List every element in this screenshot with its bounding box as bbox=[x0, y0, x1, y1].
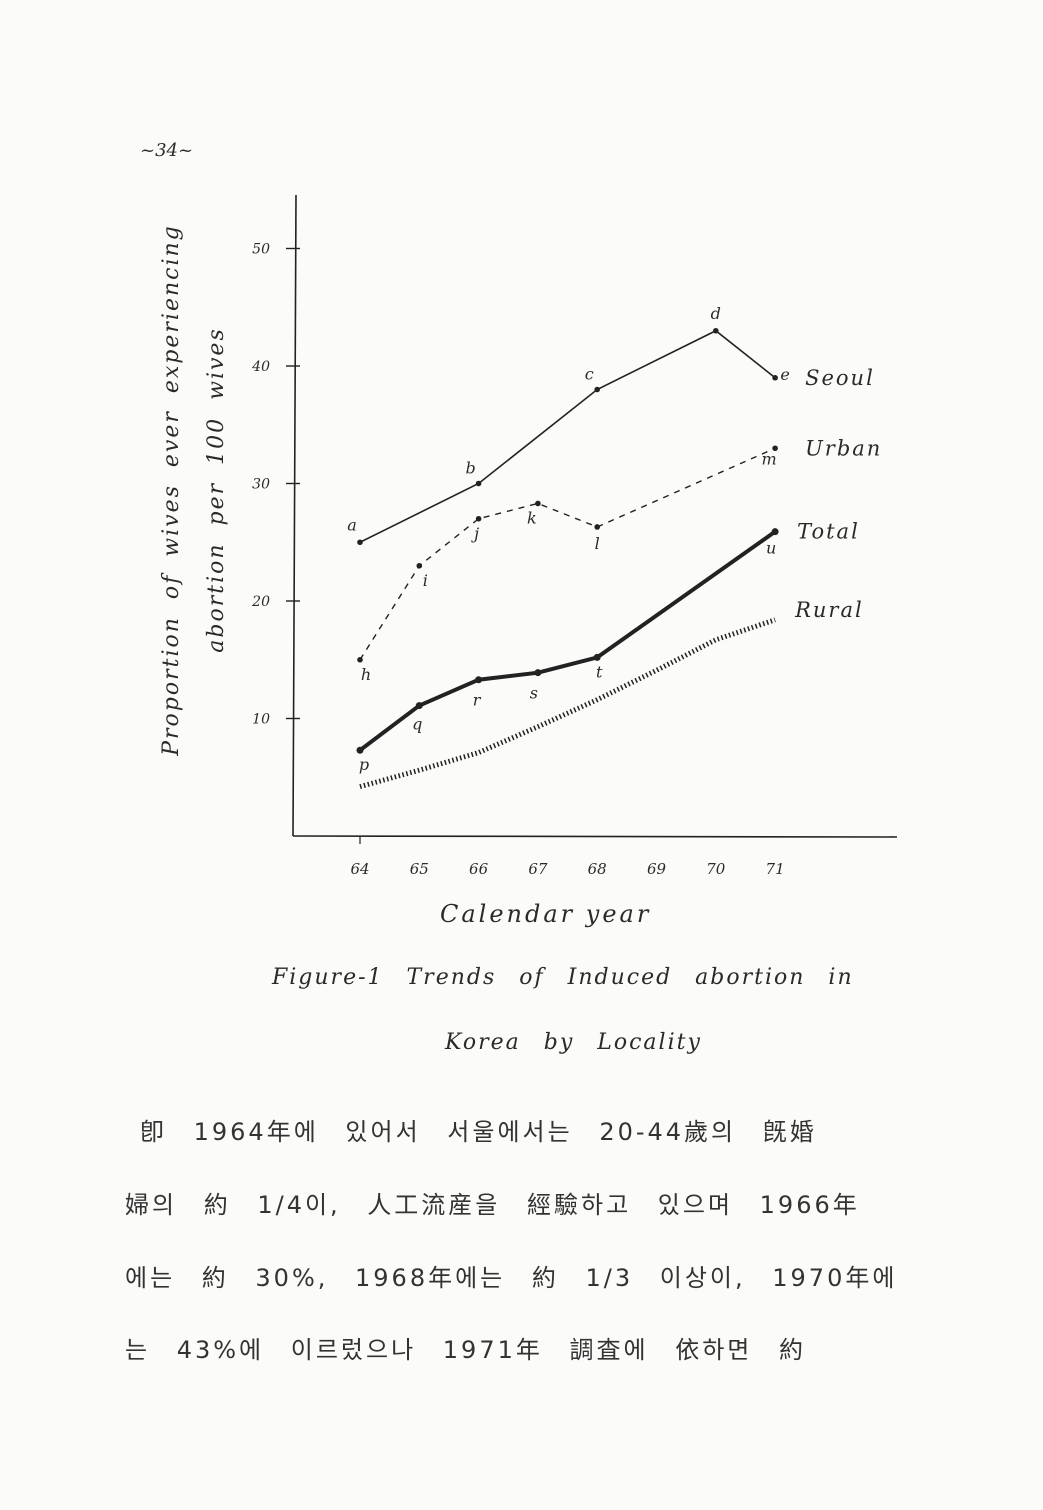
y-axis-title-line: Proportion of wives ever experiencing bbox=[159, 224, 184, 757]
body-text-line: 婦의 約 1/4이, 人工流産을 經驗하고 있으며 1966年 bbox=[125, 1191, 860, 1219]
data-point bbox=[593, 653, 601, 661]
x-axis-line bbox=[292, 835, 898, 838]
data-point bbox=[771, 528, 779, 536]
point-label: s bbox=[530, 684, 538, 703]
point-label: e bbox=[780, 365, 789, 384]
body-text-line: 에는 約 30%, 1968年에는 約 1/3 이상이, 1970年에 bbox=[125, 1264, 898, 1292]
page-number: ~34~ bbox=[140, 140, 194, 161]
point-label: t bbox=[596, 662, 603, 681]
series-name-label: Rural bbox=[794, 598, 864, 622]
figure-caption-line1: Figure-1 Trends of Induced abortion in bbox=[272, 965, 854, 990]
data-point bbox=[357, 539, 363, 546]
data-point bbox=[415, 702, 423, 710]
data-point bbox=[713, 327, 719, 334]
data-point bbox=[475, 515, 482, 522]
series-name-label: Total bbox=[797, 520, 860, 544]
x-tick-label: 64 bbox=[350, 860, 369, 878]
series-line-urban bbox=[359, 447, 776, 661]
point-label: l bbox=[595, 534, 600, 553]
series-name-label: Seoul bbox=[805, 366, 875, 390]
data-point bbox=[534, 669, 542, 677]
data-point bbox=[772, 374, 778, 381]
data-point bbox=[535, 500, 541, 507]
series-line-seoul bbox=[359, 329, 776, 543]
x-tick-label: 68 bbox=[588, 860, 607, 878]
data-point bbox=[475, 480, 482, 487]
y-axis-title: Proportion of wives ever experiencing abo… bbox=[159, 224, 229, 757]
y-axis-title-line: abortion per 100 wives bbox=[204, 327, 229, 652]
x-tick-label: 66 bbox=[469, 860, 489, 878]
x-tick-label: 67 bbox=[528, 860, 548, 878]
point-label: d bbox=[711, 304, 721, 323]
point-label: r bbox=[473, 691, 482, 710]
y-tick-label: 50 bbox=[252, 242, 270, 258]
y-axis-line bbox=[292, 194, 297, 837]
series-name-label: Urban bbox=[805, 436, 882, 460]
point-label: c bbox=[585, 365, 594, 384]
point-label: q bbox=[412, 715, 422, 734]
data-point bbox=[475, 676, 483, 684]
data-point bbox=[594, 524, 600, 530]
x-axis-title: Calendar year bbox=[440, 900, 652, 928]
point-label: j bbox=[471, 524, 479, 543]
point-label: h bbox=[361, 665, 371, 684]
point-label: i bbox=[423, 571, 428, 590]
y-tick-label: 40 bbox=[251, 359, 270, 375]
y-tick-label: 30 bbox=[252, 477, 270, 493]
x-tick-label: 71 bbox=[766, 860, 785, 878]
body-text-line: 는 43%에 이르렀으나 1971年 調査에 依하면 約 bbox=[125, 1336, 806, 1364]
data-point bbox=[416, 562, 423, 569]
y-tick-label: 10 bbox=[252, 712, 270, 728]
axes: 10 20 30 40 50 64 65 66 67 68 69 70 71 bbox=[251, 194, 898, 878]
y-tick-label: 20 bbox=[251, 594, 270, 610]
point-label: b bbox=[465, 459, 475, 478]
series-layer: a b c d e Seoul h i j k l m Urban p q r s t u Total Rural bbox=[347, 304, 882, 790]
data-point bbox=[772, 445, 778, 452]
point-label: a bbox=[347, 515, 357, 534]
point-label: u bbox=[766, 539, 776, 558]
data-point bbox=[357, 656, 363, 663]
series-line-rural bbox=[359, 617, 776, 790]
x-tick-label: 65 bbox=[410, 860, 429, 878]
series-line-total bbox=[358, 530, 777, 752]
data-point bbox=[594, 386, 600, 393]
point-label: k bbox=[527, 508, 537, 527]
point-label: m bbox=[762, 449, 777, 468]
data-point bbox=[356, 746, 364, 754]
figure-caption-line2: Korea by Locality bbox=[445, 1030, 702, 1055]
x-tick-label: 69 bbox=[647, 860, 667, 878]
x-tick-label: 70 bbox=[706, 860, 726, 878]
point-label: p bbox=[359, 755, 369, 774]
body-text-line: 卽 1964年에 있어서 서울에서는 20-44歲의 旣婚 bbox=[140, 1118, 817, 1146]
